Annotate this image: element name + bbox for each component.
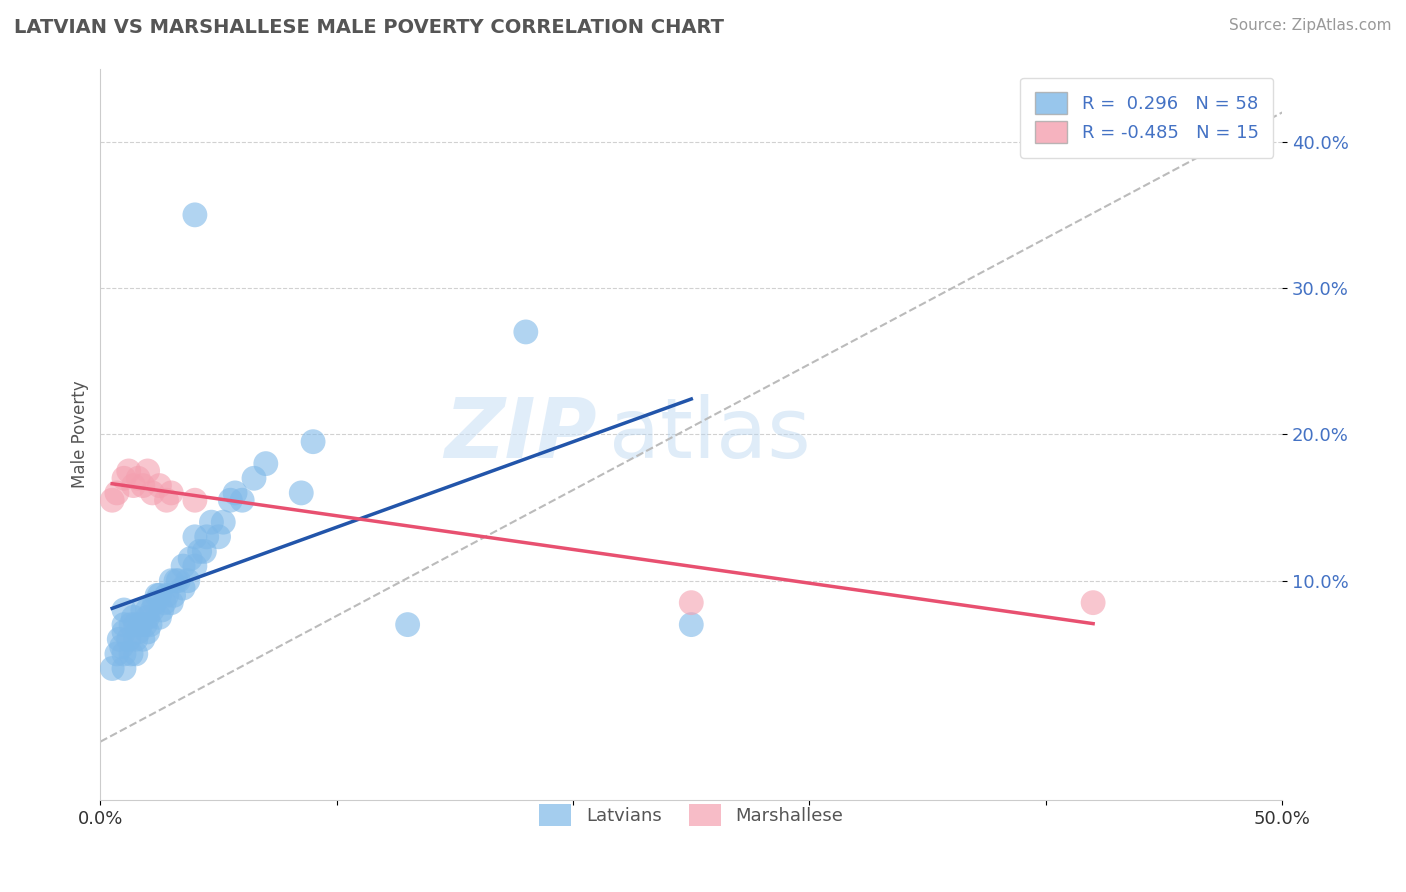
Point [112, 661, 135, 675]
Point [136, 610, 159, 624]
Point [129, 617, 152, 632]
Point [1081, 596, 1104, 610]
Point [302, 434, 325, 449]
Point [132, 632, 155, 647]
Point [118, 632, 141, 647]
Point [136, 603, 159, 617]
Point [132, 603, 155, 617]
Text: Source: ZipAtlas.com: Source: ZipAtlas.com [1229, 18, 1392, 33]
Point [165, 574, 187, 588]
Point [224, 486, 246, 500]
Point [184, 530, 207, 544]
Point [254, 457, 277, 471]
Point [112, 471, 135, 485]
Point [127, 471, 149, 485]
Point [243, 471, 266, 485]
Point [200, 515, 222, 529]
Point [195, 530, 218, 544]
Point [193, 544, 215, 558]
Point [150, 603, 173, 617]
Point [120, 647, 142, 661]
Point [108, 632, 131, 647]
Point [112, 603, 135, 617]
Point [184, 208, 207, 222]
Point [143, 596, 166, 610]
Point [136, 624, 159, 639]
Text: atlas: atlas [609, 394, 810, 475]
Point [136, 464, 159, 478]
Point [125, 647, 148, 661]
Y-axis label: Male Poverty: Male Poverty [72, 381, 89, 488]
Point [141, 603, 163, 617]
Text: ZIP: ZIP [444, 394, 596, 475]
Point [212, 515, 235, 529]
Point [146, 588, 169, 602]
Point [179, 551, 201, 566]
Point [155, 588, 177, 602]
Point [148, 610, 170, 624]
Point [122, 478, 145, 492]
Point [207, 530, 229, 544]
Point [172, 559, 194, 574]
Point [127, 624, 149, 639]
Point [125, 617, 148, 632]
Point [112, 617, 135, 632]
Point [111, 640, 134, 654]
Point [184, 493, 207, 508]
Point [122, 610, 145, 624]
Point [177, 574, 200, 588]
Point [681, 596, 703, 610]
Point [139, 617, 162, 632]
Point [396, 617, 419, 632]
Text: LATVIAN VS MARSHALLESE MALE POVERTY CORRELATION CHART: LATVIAN VS MARSHALLESE MALE POVERTY CORR… [14, 18, 724, 37]
Point [184, 559, 207, 574]
Point [112, 624, 135, 639]
Point [118, 464, 141, 478]
Point [219, 493, 242, 508]
Point [515, 325, 537, 339]
Point [125, 632, 148, 647]
Point [105, 486, 128, 500]
Point [141, 486, 163, 500]
Point [132, 478, 155, 492]
Point [160, 596, 183, 610]
Point [134, 617, 156, 632]
Point [681, 617, 703, 632]
Point [188, 544, 211, 558]
Point [153, 596, 176, 610]
Point [172, 581, 194, 595]
Point [112, 647, 135, 661]
Point [167, 574, 190, 588]
Point [160, 574, 183, 588]
Point [155, 493, 177, 508]
Point [101, 493, 124, 508]
Point [162, 588, 184, 602]
Point [120, 617, 142, 632]
Point [231, 493, 253, 508]
Point [290, 486, 312, 500]
Legend: Latvians, Marshallese: Latvians, Marshallese [530, 795, 852, 835]
Point [101, 661, 124, 675]
Point [160, 486, 183, 500]
Point [148, 588, 170, 602]
Point [148, 478, 170, 492]
Point [105, 647, 128, 661]
